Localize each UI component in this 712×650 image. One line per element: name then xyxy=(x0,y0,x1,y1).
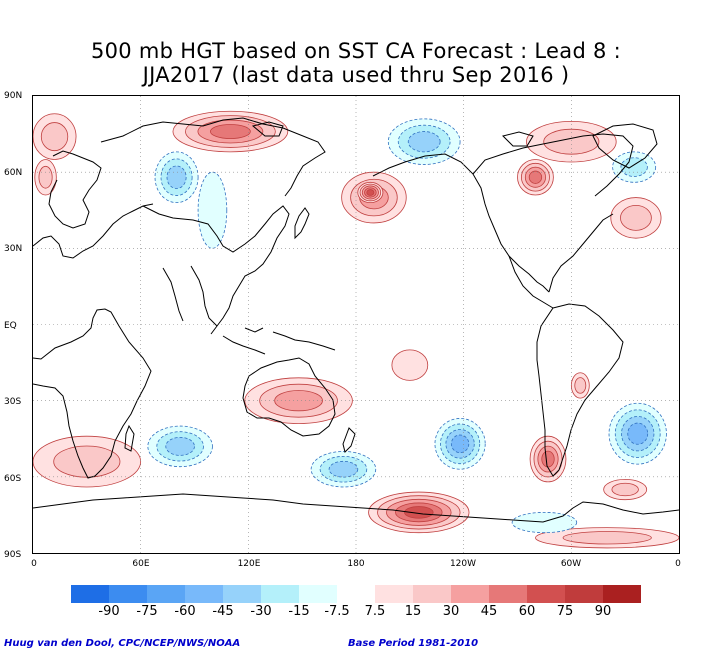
lon-label-0-right: 0 xyxy=(675,559,681,569)
anomaly-contour-negative xyxy=(166,165,187,189)
anomaly-contour-positive xyxy=(562,531,652,545)
anomaly-contour-negative xyxy=(620,157,648,177)
anomaly-field-layer xyxy=(33,110,679,549)
lon-label-0: 0 xyxy=(31,559,37,569)
lat-label-90n: 90N xyxy=(4,91,23,101)
map-plot-area xyxy=(33,96,679,553)
colorbar-tick-label: 30 xyxy=(442,604,460,619)
anomaly-map xyxy=(32,95,680,554)
lat-label-eq: EQ xyxy=(4,321,17,331)
anomaly-contour-positive xyxy=(53,445,121,478)
coastline-asia-north xyxy=(100,117,326,197)
anomaly-contour-negative xyxy=(165,436,195,456)
lon-label-60e: 60E xyxy=(132,559,150,569)
coastline-new-zealand xyxy=(342,427,356,453)
colorbar-tick-label: 45 xyxy=(480,604,498,619)
colorbar-swatch xyxy=(109,585,147,603)
coastline-asia xyxy=(142,205,290,335)
anomaly-contour-negative xyxy=(197,171,228,249)
coastline-japan xyxy=(294,207,310,240)
graticule-layer xyxy=(33,96,679,553)
colorbar-tick-label: 15 xyxy=(404,604,422,619)
anomaly-contour-positive xyxy=(391,349,429,381)
colorbar-tick-label: 60 xyxy=(518,604,536,619)
map-title-line-2: JJA2017 (last data used thru Sep 2016 ) xyxy=(142,63,570,87)
lat-label-90s: 90S xyxy=(4,550,22,560)
footer-credit: Huug van den Dool, CPC/NCEP/NWS/NOAA xyxy=(4,638,241,649)
anomaly-contour-positive xyxy=(274,390,323,412)
colorbar-tick-label: -15 xyxy=(288,604,310,619)
coastline-central-america xyxy=(508,255,554,309)
anomaly-contour-positive xyxy=(574,377,587,394)
coastline-antarctica xyxy=(33,493,679,523)
colorbar-tick-label: 90 xyxy=(594,604,612,619)
colorbar-tick-label: -90 xyxy=(98,604,120,619)
colorbar-tick-label: -60 xyxy=(174,604,196,619)
coastline-africa xyxy=(33,308,152,479)
colorbar-tick-label: -30 xyxy=(250,604,272,619)
colorbar-swatch xyxy=(527,585,565,603)
coastline-madagascar xyxy=(124,424,135,452)
colorbar-swatch xyxy=(603,585,641,603)
lon-label-120w: 120W xyxy=(449,559,477,569)
colorbar-swatch xyxy=(147,585,185,603)
anomaly-contour-negative xyxy=(511,511,578,534)
anomaly-contour-negative xyxy=(450,434,470,454)
lat-label-30n: 30N xyxy=(4,244,23,254)
map-title-line-1: 500 mb HGT based on SST CA Forecast : Le… xyxy=(90,39,622,63)
anomaly-contour-negative xyxy=(627,422,649,445)
coastline-australia xyxy=(242,357,336,437)
colorbar-tick-label: -45 xyxy=(212,604,234,619)
colorbar-swatch xyxy=(565,585,603,603)
coastline-europe xyxy=(33,150,154,259)
lon-label-120e: 120E xyxy=(237,559,261,569)
colorbar-swatch xyxy=(223,585,261,603)
colorbar-tick-label: -75 xyxy=(136,604,158,619)
anomaly-contour-positive xyxy=(366,189,375,196)
colorbar-swatch xyxy=(299,585,337,603)
lat-label-60s: 60S xyxy=(4,474,22,484)
colorbar-tick-label: -7.5 xyxy=(324,604,350,619)
colorbar-swatch xyxy=(413,585,451,603)
anomaly-contour-positive xyxy=(541,450,555,468)
colorbar-swatch xyxy=(451,585,489,603)
colorbar-swatch xyxy=(71,585,109,603)
colorbar-swatch xyxy=(375,585,413,603)
coastline-greenland xyxy=(592,123,658,169)
anomaly-contour-positive xyxy=(40,122,69,152)
anomaly-contour-positive xyxy=(528,170,543,184)
coastline-north-america xyxy=(372,133,634,293)
lat-label-60n: 60N xyxy=(4,168,23,178)
lon-label-180: 180 xyxy=(347,559,365,569)
colorbar-swatch xyxy=(185,585,223,603)
anomaly-contour-positive xyxy=(620,204,652,231)
anomaly-contour-positive xyxy=(611,482,639,497)
lon-label-60w: 60W xyxy=(560,559,582,569)
colorbar-tick-label: 7.5 xyxy=(364,604,386,619)
colorbar-swatch xyxy=(337,585,375,603)
coastline-indonesia xyxy=(222,327,336,355)
anomaly-contour-positive xyxy=(38,165,53,189)
footer-base-period: Base Period 1981-2010 xyxy=(348,638,479,649)
colorbar-swatch xyxy=(489,585,527,603)
colorbar-swatch xyxy=(261,585,299,603)
colorbar-tick-label: 75 xyxy=(556,604,574,619)
anomaly-contour-positive xyxy=(404,506,434,519)
coastline-south-america xyxy=(536,303,624,477)
lat-label-30s: 30S xyxy=(4,397,22,407)
coastline-arctic-islands xyxy=(251,121,534,147)
anomaly-contour-negative xyxy=(407,131,441,153)
coastlines-layer xyxy=(33,117,679,523)
anomaly-contour-positive xyxy=(210,124,251,140)
anomaly-contour-negative xyxy=(328,460,359,478)
